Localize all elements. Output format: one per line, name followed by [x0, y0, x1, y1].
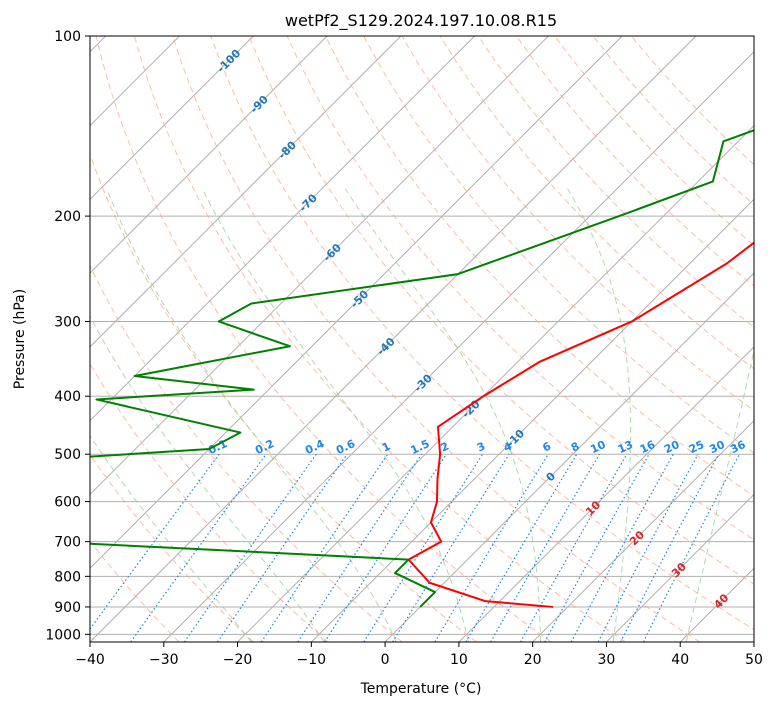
isotherm-line — [606, 493, 754, 642]
moist-adiabat — [344, 188, 542, 642]
y-tick-label: 900 — [54, 600, 81, 616]
mixing-ratio-line — [90, 453, 220, 630]
y-tick-label: 800 — [54, 569, 81, 585]
x-tick-label: 40 — [671, 652, 689, 668]
isotherm-line — [458, 346, 754, 642]
dry-adiabat — [133, 36, 626, 642]
mixing-ratio-label: 30 — [707, 438, 727, 456]
isotherm-line — [90, 36, 254, 201]
dry-adiabat — [401, 36, 754, 412]
isotherm-line — [310, 198, 754, 642]
isotherm-line — [163, 51, 754, 642]
mixing-ratio-label: 20 — [662, 438, 682, 456]
moist-adiabat — [201, 188, 469, 642]
dry-adiabat — [90, 152, 477, 642]
y-tick-label: 300 — [54, 314, 81, 330]
mixing-ratio-line — [217, 453, 348, 642]
dry-adiabat — [90, 264, 403, 642]
dry-adiabat — [324, 36, 754, 497]
x-tick-label: −20 — [223, 652, 253, 668]
moist-adiabat — [90, 434, 252, 642]
dewpoint-profile-line — [90, 129, 754, 608]
mixing-ratio-line — [465, 453, 578, 642]
x-tick-label: −30 — [149, 652, 179, 668]
mixing-ratio-line — [519, 453, 628, 642]
dry-adiabat — [439, 36, 754, 370]
dry-adiabat — [248, 36, 754, 585]
y-axis-label: Pressure (hPa) — [12, 289, 28, 389]
x-tick-label: 50 — [745, 652, 763, 668]
dry-adiabat — [477, 36, 754, 328]
moist-adiabat — [90, 315, 325, 642]
dry-adiabat — [210, 36, 754, 631]
dry-adiabat — [286, 36, 754, 541]
y-tick-label: 100 — [54, 29, 81, 45]
y-tick-label: 400 — [54, 389, 81, 405]
y-tick-label: 600 — [54, 495, 81, 511]
mixing-ratio-line — [544, 453, 650, 642]
mixing-ratio-label: 10 — [588, 438, 608, 456]
mixing-ratio-label: 13 — [616, 438, 635, 456]
dry-adiabat — [516, 36, 754, 287]
mixing-ratio-line — [490, 453, 601, 642]
x-axis-label: Temperature (°C) — [360, 681, 482, 697]
x-tick-label: −40 — [75, 652, 105, 668]
y-tick-label: 700 — [54, 535, 81, 551]
dry-adiabat — [363, 36, 754, 454]
isotherm-line — [753, 641, 754, 642]
mixing-ratio-line — [183, 453, 317, 642]
moist-adiabat — [567, 188, 632, 642]
isotherm-line — [90, 36, 549, 496]
isotherm-line — [532, 419, 754, 642]
mixing-ratio-line — [324, 453, 447, 642]
mixing-ratio-line — [570, 453, 674, 642]
isotherm-line — [90, 36, 476, 422]
isotherm-line — [90, 36, 623, 569]
x-tick-label: 20 — [524, 652, 542, 668]
plot-background — [90, 36, 754, 642]
y-tick-label: 500 — [54, 447, 81, 463]
chart-title: wetPf2_S129.2024.197.10.08.R15 — [285, 11, 557, 31]
plot-frame — [89, 35, 755, 643]
isotherm-line — [90, 36, 697, 642]
mixing-ratio-label: 16 — [638, 438, 658, 456]
x-tick-label: 0 — [381, 652, 390, 668]
isotherm-line — [90, 36, 328, 274]
moist-adiabat — [106, 188, 397, 642]
mixing-ratio-label: 25 — [687, 438, 706, 456]
isotherm-line — [237, 124, 754, 642]
mixing-ratio-line — [597, 453, 699, 642]
dry-adiabat — [90, 453, 254, 642]
mixing-ratio-line — [130, 453, 267, 642]
x-tick-label: −10 — [297, 652, 327, 668]
mixing-ratio-label: 36 — [728, 438, 748, 456]
isotherm-line — [90, 36, 402, 348]
dry-adiabat — [172, 36, 701, 642]
isotherm-line — [384, 272, 754, 642]
mixing-ratio-line — [297, 453, 423, 642]
dry-adiabat — [95, 36, 552, 642]
dry-adiabat — [90, 362, 329, 642]
x-tick-label: 30 — [598, 652, 616, 668]
x-tick-label: 10 — [450, 652, 468, 668]
mixing-ratio-line — [260, 453, 389, 642]
y-tick-label: 200 — [54, 209, 81, 225]
moist-adiabat — [685, 348, 754, 642]
plot-area: 0.1 0.2 0.4 0.6 1 1.5 2 3 4 6 8 10 13 16 20 25 30 36-100-… — [90, 36, 754, 642]
y-tick-label: 1000 — [45, 627, 81, 643]
axes: −40 −30 −20 −10 0 10 20 30 40 50 100 200 300 400 500 60… — [45, 29, 763, 668]
